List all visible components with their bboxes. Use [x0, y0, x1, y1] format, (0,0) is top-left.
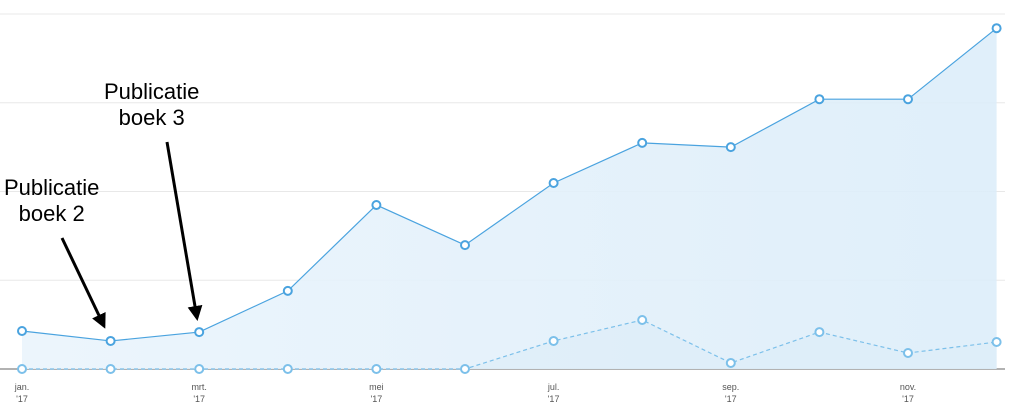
- point: [17, 326, 27, 337]
- point: [725, 142, 736, 153]
- point: [194, 364, 205, 374]
- point: [371, 364, 382, 374]
- area: [22, 320, 997, 369]
- arrow: [60, 237, 106, 329]
- x-tick-label: nov. '17: [899, 382, 917, 404]
- arrow: [165, 141, 203, 321]
- line: [22, 319, 997, 370]
- x-tick-label: mrt. '17: [191, 382, 207, 404]
- point: [282, 285, 293, 296]
- point: [903, 348, 913, 359]
- point: [460, 364, 470, 374]
- point: [637, 315, 648, 326]
- point: [991, 23, 1002, 34]
- point: [991, 337, 1002, 348]
- annotation: Publicatie boek 3: [104, 79, 200, 130]
- point: [105, 335, 116, 346]
- point: [548, 177, 559, 188]
- point: [903, 94, 913, 105]
- point: [814, 94, 825, 105]
- point: [194, 327, 205, 338]
- x-tick-label: jul. '17: [547, 382, 560, 404]
- annotation: Publicatie boek 2: [4, 175, 100, 226]
- line: [21, 27, 997, 342]
- point: [17, 364, 27, 374]
- x-tick-label: sep. '17: [722, 382, 740, 404]
- point: [460, 240, 470, 251]
- point: [282, 364, 293, 374]
- point: [637, 137, 648, 148]
- point: [725, 357, 736, 368]
- point: [814, 327, 825, 338]
- point: [548, 335, 559, 346]
- point: [105, 364, 116, 374]
- x-tick-label: jan. '17: [14, 382, 30, 404]
- x-tick-label: mei '17: [369, 382, 384, 404]
- area: [22, 28, 997, 369]
- point: [371, 199, 382, 210]
